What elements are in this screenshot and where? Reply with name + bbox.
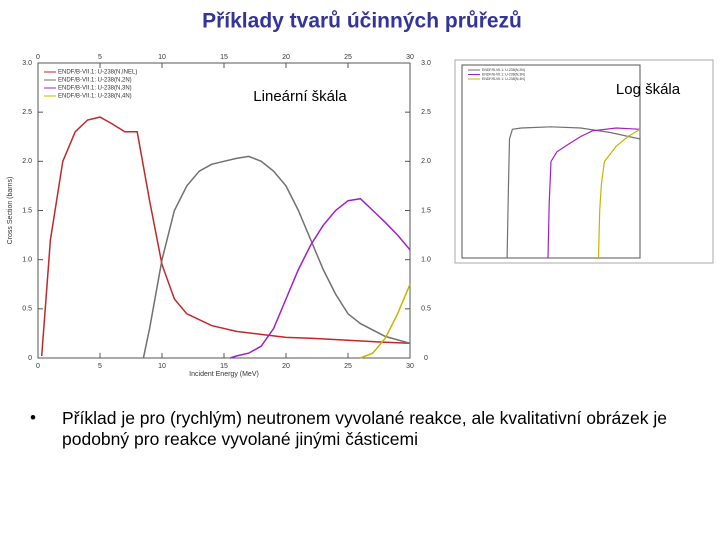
x-tick-label: 0 xyxy=(36,363,40,370)
x-tick-label: 10 xyxy=(158,363,166,370)
chart-annotation: Lineární škála xyxy=(253,88,347,105)
slide-title: Příklady tvarů účinných průřezů xyxy=(202,10,522,33)
y-tick-label: 1.0 xyxy=(22,257,32,264)
y-tick-label: 1.5 xyxy=(22,207,32,214)
legend-label: ENDF/B-VII.1: U-238(N,INEL) xyxy=(58,70,137,76)
y-axis-label: Cross Section (barns) xyxy=(7,177,14,245)
slide-graphics: Příklady tvarů účinných průřezů 00551010… xyxy=(7,10,714,378)
y-tick-label: 0 xyxy=(28,355,32,362)
x-tick-label: 30 xyxy=(406,54,414,61)
y-tick-label: 3.0 xyxy=(22,60,32,67)
series-line xyxy=(40,116,411,357)
legend-label: ENDF/B-VII.1: U-238(N,2N) xyxy=(482,68,525,72)
legend-label: ENDF/B-VII.1: U-238(N,3N) xyxy=(58,86,132,92)
series-line xyxy=(506,126,641,259)
series-line xyxy=(547,127,641,259)
y-tick-label: 0.5 xyxy=(22,306,32,313)
series-line xyxy=(597,128,641,259)
y-tick-label: 0.5 xyxy=(421,306,431,313)
bullet-marker: • xyxy=(30,408,36,427)
y-tick-label: 2.5 xyxy=(22,109,32,116)
x-tick-label: 10 xyxy=(158,54,166,61)
series-line xyxy=(360,284,411,359)
y-tick-label: 2.5 xyxy=(421,109,431,116)
series-line xyxy=(229,197,411,359)
y-tick-label: 3.0 xyxy=(421,60,431,67)
y-tick-label: 1.5 xyxy=(421,207,431,214)
plot-area xyxy=(461,64,641,259)
x-tick-label: 30 xyxy=(406,363,414,370)
legend-label: ENDF/B-VII.1: U-238(N,3N) xyxy=(482,72,525,76)
series-line xyxy=(142,155,411,359)
x-tick-label: 0 xyxy=(36,54,40,61)
y-tick-label: 1.0 xyxy=(421,257,431,264)
x-tick-label: 5 xyxy=(98,363,102,370)
x-tick-label: 25 xyxy=(344,363,352,370)
chart-annotation: Log škála xyxy=(616,81,681,98)
legend-label: ENDF/B-VII.1: U-238(N,2N) xyxy=(58,78,132,84)
x-tick-label: 15 xyxy=(220,363,228,370)
y-tick-label: 2.0 xyxy=(22,158,32,165)
x-tick-label: 5 xyxy=(98,54,102,61)
plot-area xyxy=(37,62,411,359)
legend-label: ENDF/B-VII.1: U-238(N,4N) xyxy=(482,77,525,81)
bullet-text: Příklad je pro (rychlým) neutronem vyvol… xyxy=(62,408,667,449)
y-tick-label: 0 xyxy=(424,355,428,362)
x-tick-label: 15 xyxy=(220,54,228,61)
chart-frame xyxy=(454,59,714,264)
x-tick-label: 20 xyxy=(282,363,290,370)
x-tick-label: 25 xyxy=(344,54,352,61)
x-axis-label: Incident Energy (MeV) xyxy=(189,371,259,378)
y-tick-label: 2.0 xyxy=(421,158,431,165)
legend-label: ENDF/B-VII.1: U-238(N,4N) xyxy=(58,94,132,100)
x-tick-label: 20 xyxy=(282,54,290,61)
